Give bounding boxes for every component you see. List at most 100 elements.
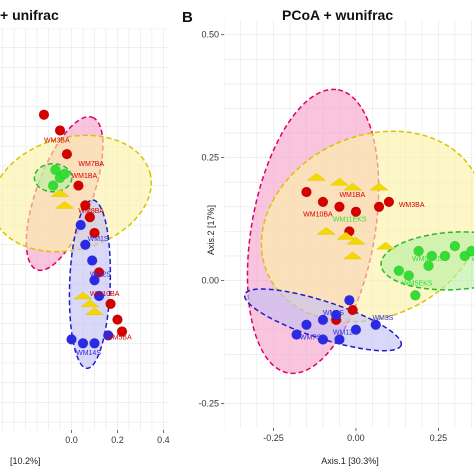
data-point bbox=[80, 299, 100, 308]
data-point bbox=[439, 250, 451, 262]
point-label: WM7S bbox=[300, 335, 321, 342]
data-point bbox=[423, 260, 434, 272]
data-point bbox=[347, 304, 358, 316]
data-point bbox=[80, 200, 91, 211]
panel-a-x-axis-label: [10.2%] bbox=[10, 456, 41, 466]
data-point bbox=[317, 334, 329, 345]
data-point bbox=[410, 290, 421, 301]
data-point bbox=[393, 265, 405, 276]
data-point bbox=[103, 330, 114, 341]
plot-area: WM3BA WM7BA WM1BA WM8BA WM1S WM2S WM10BA WM5BA W… bbox=[0, 28, 168, 430]
x-tick-label: 0.25 bbox=[430, 433, 448, 443]
data-point bbox=[93, 267, 105, 278]
y-tick-label: -0.25 bbox=[198, 398, 219, 408]
data-point bbox=[86, 255, 98, 266]
data-point bbox=[54, 201, 75, 209]
data-point bbox=[61, 148, 73, 160]
data-point bbox=[334, 334, 345, 345]
y-tick-label: 0.50 bbox=[201, 30, 219, 40]
panel-a-title: + unifrac bbox=[0, 7, 59, 23]
point-label: WM8EKS bbox=[471, 256, 474, 263]
y-tick-label: 0.25 bbox=[201, 153, 219, 163]
data-point bbox=[346, 236, 366, 245]
data-point bbox=[336, 231, 356, 240]
data-point bbox=[93, 290, 105, 302]
point-label: WM1BA bbox=[72, 173, 98, 180]
panel-b-title: PCoA + wunifrac bbox=[282, 7, 393, 23]
x-tick-label: -0.25 bbox=[263, 433, 284, 443]
point-label: WM3S bbox=[372, 315, 393, 322]
point-label: WM14S bbox=[76, 350, 101, 357]
data-point bbox=[38, 109, 50, 120]
data-point bbox=[105, 298, 116, 310]
data-point bbox=[75, 219, 86, 231]
data-point bbox=[301, 319, 312, 331]
data-point bbox=[112, 314, 123, 325]
panel-b-y-axis-label: Axis.2 [17%] bbox=[206, 205, 216, 255]
data-point bbox=[301, 186, 312, 198]
data-point bbox=[342, 182, 363, 191]
data-point bbox=[59, 168, 70, 180]
data-point bbox=[403, 270, 414, 281]
data-point bbox=[317, 314, 329, 326]
data-point bbox=[370, 319, 381, 331]
data-point bbox=[66, 334, 77, 345]
data-point bbox=[80, 239, 91, 251]
data-point bbox=[50, 164, 61, 176]
point-label: WM3BA bbox=[399, 202, 425, 209]
data-point bbox=[344, 294, 355, 306]
data-point bbox=[316, 227, 336, 235]
point-label: WM9EKS bbox=[412, 256, 443, 263]
data-point bbox=[89, 227, 100, 239]
data-point bbox=[350, 324, 362, 335]
y-tick-label: 0.00 bbox=[201, 276, 219, 286]
data-point bbox=[369, 182, 389, 191]
point-label: WM5BA bbox=[106, 334, 132, 341]
x-tick-label: 0.0 bbox=[65, 435, 78, 445]
data-point bbox=[330, 309, 342, 321]
point-label: WM1S bbox=[88, 236, 109, 243]
x-axis: 0.0 0.2 0.4 bbox=[65, 430, 170, 445]
data-point bbox=[375, 241, 396, 250]
x-tick-label: 0.4 bbox=[157, 435, 170, 445]
data-point bbox=[89, 274, 100, 286]
x-tick-label: 0.2 bbox=[111, 435, 124, 445]
data-point bbox=[466, 245, 474, 257]
data-point bbox=[413, 245, 424, 257]
data-point bbox=[73, 291, 93, 300]
data-point bbox=[306, 172, 327, 181]
data-point bbox=[350, 206, 362, 217]
data-point bbox=[116, 326, 128, 337]
data-point bbox=[426, 250, 438, 262]
panel-a: WM3BA WM7BA WM1BA WM8BA WM1S WM2S WM10BA WM5BA W… bbox=[0, 28, 170, 445]
panel-b-letter: B bbox=[182, 9, 193, 26]
data-point bbox=[373, 201, 385, 213]
x-tick-label: 0.00 bbox=[347, 433, 365, 443]
point-label: WM7BA bbox=[78, 161, 104, 168]
data-point bbox=[317, 196, 329, 208]
data-point bbox=[84, 211, 96, 223]
data-point bbox=[329, 177, 350, 186]
point-label: WM12S bbox=[333, 330, 358, 337]
data-point bbox=[449, 240, 461, 252]
data-point bbox=[47, 180, 59, 191]
data-point bbox=[73, 180, 84, 191]
point-label: WM11EKS bbox=[333, 217, 367, 224]
point-label: WM3BA bbox=[44, 137, 70, 144]
point-label: WM1BA bbox=[339, 192, 365, 199]
data-point bbox=[342, 251, 363, 260]
data-point bbox=[89, 338, 100, 349]
data-point bbox=[54, 125, 66, 136]
point-label: WM10BA bbox=[303, 212, 333, 219]
data-point bbox=[77, 338, 89, 349]
data-point bbox=[334, 201, 345, 213]
x-axis: -0.25 0.00 0.25 bbox=[263, 428, 447, 443]
y-axis: -0.25 0.00 0.25 0.50 bbox=[198, 30, 224, 408]
point-label: WM10BA bbox=[90, 291, 120, 298]
panel-b-x-axis-label: Axis.1 [30.3%] bbox=[321, 456, 379, 466]
point-label: WM2S bbox=[90, 271, 111, 278]
confidence-ellipse bbox=[68, 199, 112, 370]
data-point bbox=[50, 189, 70, 197]
